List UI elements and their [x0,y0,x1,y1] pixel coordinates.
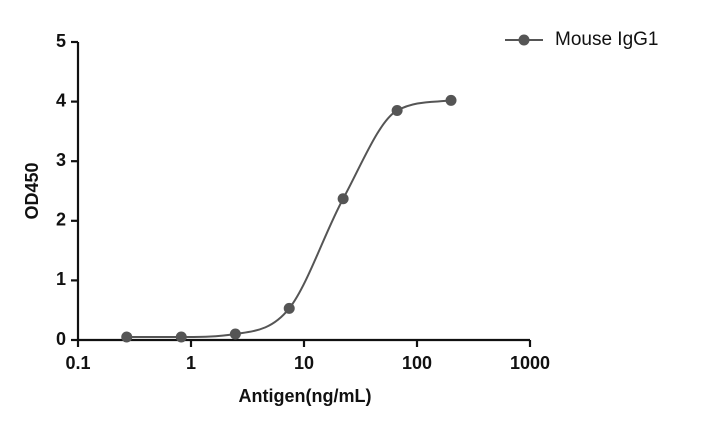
y-tick-label: 4 [56,90,66,110]
data-point [445,94,457,106]
y-tick-label: 2 [56,210,66,230]
y-tick-label: 3 [56,150,66,170]
y-axis-label: OD450 [22,162,42,219]
data-point [229,328,241,340]
legend-label: Mouse IgG1 [555,29,659,50]
y-tick-label: 1 [56,269,66,289]
data-point [391,105,403,117]
y-tick-label: 5 [56,31,66,51]
data-point [337,193,349,205]
x-tick-label: 1 [186,353,196,373]
x-tick-label: 0.1 [65,353,90,373]
data-point [283,302,295,314]
x-tick-label: 10 [294,353,314,373]
x-tick-label: 100 [402,353,432,373]
x-axis-label: Antigen(ng/mL) [239,386,372,406]
data-point [175,331,187,343]
data-point [121,331,133,343]
x-tick-label: 1000 [510,353,550,373]
series-line [126,99,452,339]
legend-marker [518,34,530,46]
y-tick-label: 0 [56,329,66,349]
